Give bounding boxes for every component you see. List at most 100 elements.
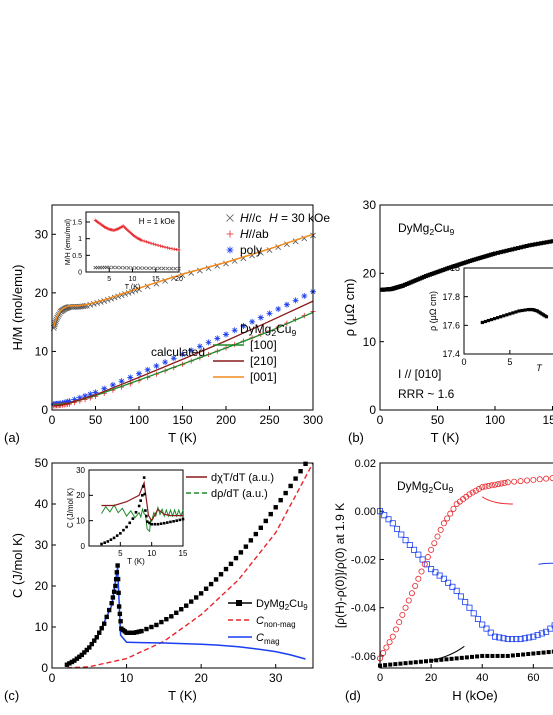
d-red-marker (479, 484, 486, 491)
d-blue-marker (389, 520, 396, 527)
field-annotation: H = 30 kOe (269, 211, 330, 225)
c-marker (149, 624, 154, 630)
inset-c-marker (125, 525, 128, 529)
inset-dchi-line (101, 480, 183, 522)
d-black-marker (434, 658, 439, 663)
poly-marker (64, 398, 71, 405)
poly-marker (127, 374, 134, 381)
c-marker (115, 563, 120, 568)
rho-marker (521, 244, 526, 249)
c-marker (72, 658, 77, 663)
inset-c-marker (119, 532, 122, 535)
c-marker (126, 630, 132, 635)
panel-c-xlabel: T (K) (168, 688, 197, 703)
inset-c-marker (148, 521, 151, 525)
y-tick-label: 0.00 (355, 506, 376, 518)
c-marker (179, 607, 184, 612)
d-black-marker (418, 659, 423, 664)
c-marker (110, 595, 116, 600)
inset-hc-marker (173, 266, 178, 271)
legend-marker (226, 214, 234, 222)
inset-hab-marker (147, 240, 151, 245)
poly-marker (240, 323, 247, 330)
inset-a-ylabel: M/H (emu/mol) (65, 219, 72, 265)
inset-hc-marker (142, 266, 147, 271)
poly-marker (101, 385, 108, 392)
d-black-marker (439, 657, 444, 662)
inset-c-marker (139, 499, 142, 502)
c-marker (283, 490, 288, 496)
d-red-marker (396, 619, 403, 626)
inset-hab-marker (175, 247, 179, 252)
poly-marker (223, 331, 229, 338)
x-tick-label: 300 (303, 413, 323, 427)
c-marker (111, 589, 117, 594)
d-red-marker (469, 489, 476, 496)
c-marker (84, 647, 89, 653)
inset-rho-marker (544, 315, 549, 319)
inset-hab-marker (163, 245, 167, 249)
d-black-marker (551, 649, 553, 654)
inset-hab-marker (142, 239, 146, 243)
poly-marker (170, 355, 177, 362)
inset-hab-marker (144, 240, 149, 244)
d-red-marker (431, 540, 438, 547)
c-marker (159, 619, 164, 625)
d-red-marker (485, 482, 492, 489)
d-blue-marker (385, 516, 392, 523)
d-red-marker (405, 597, 412, 604)
d-black-marker (444, 657, 449, 662)
c-marker (92, 638, 97, 643)
compound-label: DyMg2Cu9 (256, 598, 308, 612)
panel-d-ylabel: [ρ(H)-ρ(0)]/ρ(0) at 1.9 K (333, 503, 347, 628)
legend-label: Cnon-mag (256, 615, 296, 629)
cnonmag-line (66, 462, 314, 669)
inset-a-frame (85, 211, 180, 273)
d-red-marker (511, 478, 518, 485)
calc-210-line (53, 300, 314, 407)
c-marker (193, 595, 199, 600)
compound-label: DyMg2Cu9 (397, 479, 453, 495)
inset-c-marker (131, 517, 135, 520)
c-marker (273, 505, 278, 510)
poly-marker (205, 339, 212, 346)
d-blue-marker (419, 556, 426, 563)
d-red-marker (530, 476, 537, 483)
y-tick-label: 1.5 (72, 219, 82, 226)
panel-c-tag: (c) (4, 688, 19, 703)
d-black-marker (388, 662, 393, 667)
x-tick-label: 60 (527, 672, 539, 684)
y-tick-label: 17.6 (442, 320, 460, 330)
poly-marker (283, 301, 290, 308)
inset-c-marker (109, 538, 113, 541)
c-marker (293, 476, 298, 481)
x-tick-label: 50 (431, 413, 445, 427)
c-marker (263, 518, 268, 524)
d-black-marker (490, 653, 495, 658)
d-blue-marker (398, 531, 405, 538)
inset-c-marker (100, 542, 103, 546)
d-blue-marker (453, 587, 460, 594)
y-tick-label: 20 (76, 491, 85, 500)
d-blue-marker (543, 628, 550, 635)
c-marker (67, 661, 72, 666)
x-tick-label: 20 (175, 276, 183, 283)
inset-hc-marker (115, 265, 119, 270)
c-marker (104, 614, 109, 620)
panel-b-ylabel: ρ (μΩ cm) (342, 279, 357, 337)
inset-c-marker (137, 504, 141, 508)
inset-c-marker (128, 521, 132, 525)
d-blue-marker (432, 569, 439, 576)
d-red-marker (472, 487, 479, 494)
panel-a-tag: (a) (4, 430, 20, 445)
c-marker (154, 622, 159, 628)
inset-c-marker (142, 476, 146, 479)
rho-marker (510, 247, 515, 252)
c-marker (169, 614, 174, 619)
c-marker (79, 652, 85, 658)
inset-hc-marker (130, 266, 135, 270)
inset-c-marker (145, 520, 149, 523)
d-blue-marker (406, 542, 413, 549)
y-tick-label: -0.06 (351, 651, 376, 663)
